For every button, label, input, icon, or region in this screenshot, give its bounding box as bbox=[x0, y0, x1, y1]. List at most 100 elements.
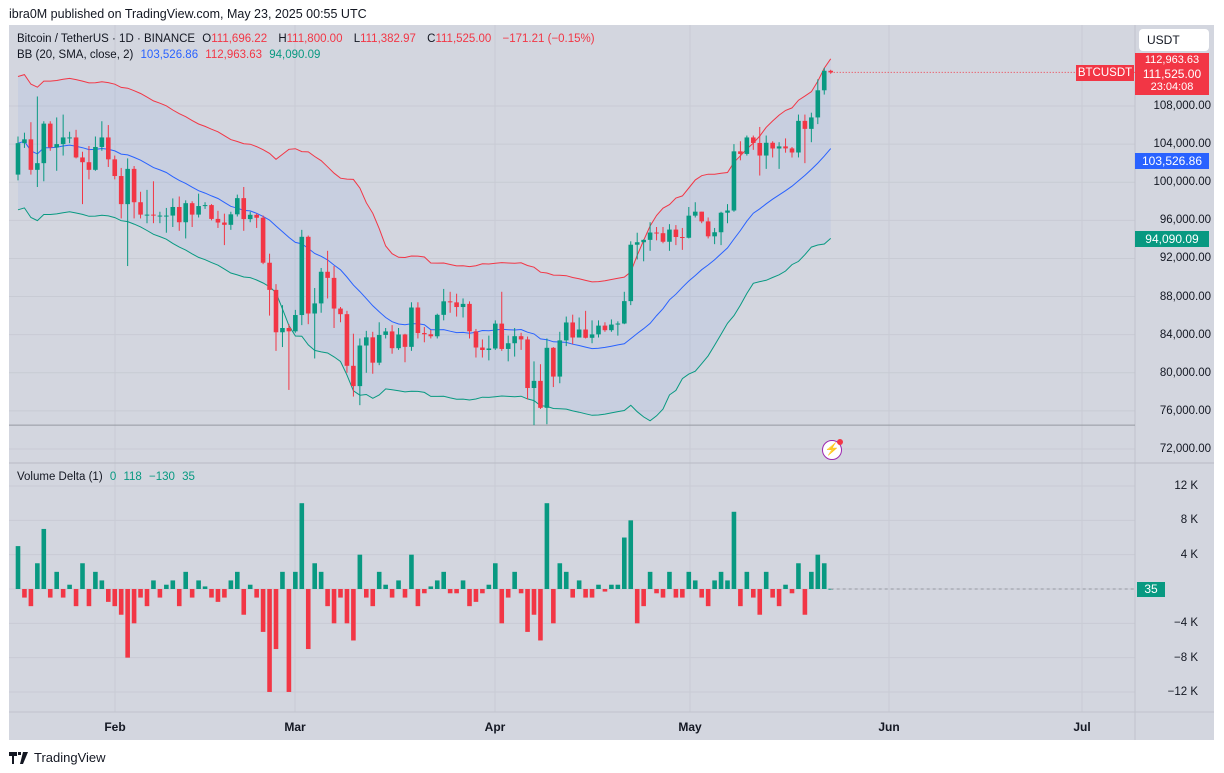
bb-legend[interactable]: BB (20, SMA, close, 2) 103,526.86 112,96… bbox=[17, 49, 324, 61]
volume-delta-bar bbox=[183, 571, 188, 589]
candle bbox=[686, 215, 692, 238]
candle bbox=[751, 137, 756, 143]
volume-delta-bar bbox=[751, 589, 756, 598]
candle bbox=[396, 334, 401, 349]
volume-delta-bar bbox=[176, 589, 182, 607]
bb-lower-value: 94,090.09 bbox=[269, 49, 321, 61]
candle bbox=[712, 232, 717, 237]
currency-button[interactable]: USDT bbox=[1139, 29, 1209, 51]
volume-delta-bar bbox=[35, 563, 40, 589]
volume-delta-bar bbox=[705, 589, 711, 607]
volume-delta-bar bbox=[267, 589, 272, 692]
vd-value-4: 35 bbox=[182, 471, 195, 483]
candle bbox=[486, 348, 492, 350]
price-axis-label: 84,000.00 bbox=[1159, 328, 1211, 341]
volume-delta-bar bbox=[447, 589, 453, 594]
time-axis-label: May bbox=[678, 720, 702, 734]
candle bbox=[557, 340, 563, 377]
volume-delta-bar bbox=[202, 586, 208, 589]
vd-title: Volume Delta (1) bbox=[17, 471, 103, 483]
volume-delta-bar bbox=[647, 571, 653, 589]
candle bbox=[512, 336, 517, 344]
volume-delta-bar bbox=[731, 511, 737, 589]
volume-delta-bar bbox=[389, 589, 395, 598]
volume-delta-bar bbox=[557, 563, 563, 589]
candle bbox=[344, 314, 350, 366]
tradingview-logo[interactable]: TradingView bbox=[9, 750, 106, 765]
volume-delta-bar bbox=[364, 589, 369, 598]
volume-delta-bar bbox=[118, 589, 124, 615]
symbol-title: Bitcoin / TetherUS · 1D · BINANCE bbox=[17, 33, 196, 45]
volume-delta-bar bbox=[512, 571, 517, 589]
volume-delta-bar bbox=[99, 580, 105, 589]
volume-delta-bar bbox=[228, 580, 234, 589]
time-axis-label: Feb bbox=[104, 720, 126, 734]
candle bbox=[176, 206, 182, 223]
candle bbox=[202, 205, 208, 207]
candle bbox=[789, 148, 795, 153]
candle bbox=[144, 214, 150, 216]
price-axis-label: 76,000.00 bbox=[1159, 404, 1211, 417]
volume-delta-bar bbox=[789, 589, 795, 594]
candle bbox=[434, 314, 440, 337]
candle bbox=[86, 162, 92, 170]
volume-delta-bar bbox=[415, 589, 421, 607]
candle bbox=[718, 212, 724, 233]
candle bbox=[338, 308, 343, 315]
volume-delta-bar bbox=[54, 571, 59, 589]
candle bbox=[744, 137, 750, 154]
candle bbox=[383, 331, 388, 335]
candle bbox=[815, 90, 821, 118]
volume-delta-bar bbox=[796, 563, 801, 589]
candle bbox=[602, 325, 608, 331]
lightning-icon[interactable]: ⚡ bbox=[822, 439, 843, 460]
volume-delta-bar bbox=[93, 571, 98, 589]
volume-delta-bar bbox=[673, 589, 679, 598]
volume-delta-bar bbox=[602, 589, 608, 592]
volume-delta-bar bbox=[441, 571, 446, 589]
candle bbox=[41, 123, 47, 164]
candle bbox=[409, 307, 414, 347]
volume-delta-bar bbox=[744, 571, 750, 589]
volume-delta-bar bbox=[434, 580, 440, 589]
volume-delta-bar bbox=[273, 589, 279, 650]
close-label: C bbox=[427, 33, 436, 45]
candle bbox=[660, 233, 666, 242]
volume-delta-bar bbox=[351, 589, 356, 641]
candle bbox=[654, 232, 659, 234]
volume-delta-bar bbox=[215, 589, 221, 602]
candle bbox=[731, 151, 737, 211]
volume-delta-bar bbox=[725, 580, 730, 589]
candle bbox=[809, 117, 814, 129]
candle bbox=[222, 222, 227, 225]
volume-delta-bar bbox=[628, 520, 634, 589]
candle bbox=[563, 322, 569, 341]
volume-delta-legend[interactable]: Volume Delta (1) 0 118 −130 35 bbox=[17, 471, 199, 483]
volume-delta-bar bbox=[164, 584, 169, 589]
publisher-info: ibra0M published on TradingView.com, May… bbox=[9, 7, 367, 21]
volume-delta-bar bbox=[409, 554, 414, 589]
high-value: 111,800.00 bbox=[286, 33, 343, 45]
volume-delta-bar bbox=[660, 589, 666, 598]
volume-delta-bar bbox=[170, 580, 176, 589]
volume-delta-bar bbox=[718, 571, 724, 589]
volume-delta-bar bbox=[770, 589, 775, 598]
candle bbox=[609, 324, 614, 331]
volume-axis-label: 8 K bbox=[1180, 514, 1198, 527]
candle bbox=[125, 168, 130, 205]
volume-badge: 35 bbox=[1137, 582, 1165, 597]
candle bbox=[15, 143, 21, 175]
close-value: 111,525.00 bbox=[435, 33, 492, 45]
volume-delta-bar bbox=[583, 589, 588, 598]
candle bbox=[93, 146, 98, 170]
volume-delta-bar bbox=[67, 584, 72, 589]
candle bbox=[821, 70, 827, 91]
candle bbox=[422, 333, 427, 335]
candle bbox=[699, 211, 704, 222]
time-axis-label: Jun bbox=[878, 720, 900, 734]
candle bbox=[241, 198, 247, 220]
bb-band-fill bbox=[18, 58, 831, 421]
candle bbox=[473, 331, 479, 348]
volume-delta-bar bbox=[821, 563, 827, 589]
